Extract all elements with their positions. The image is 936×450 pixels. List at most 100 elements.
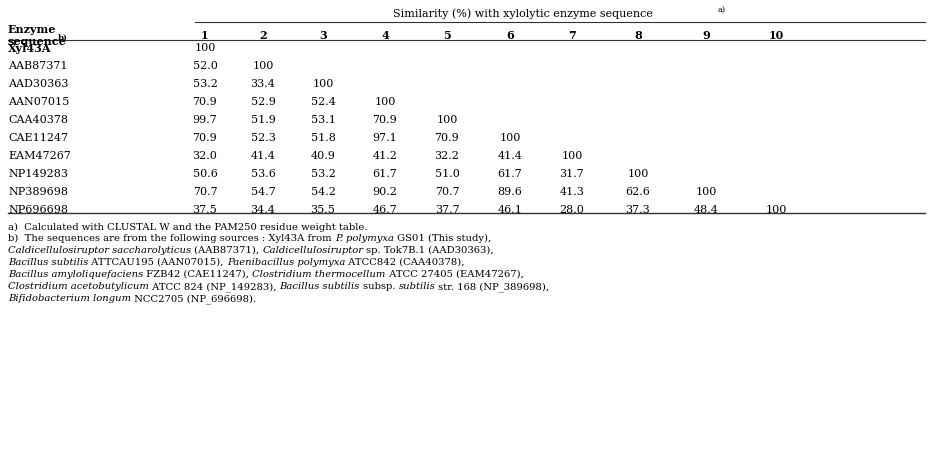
- Text: 100: 100: [373, 97, 395, 107]
- Text: ATCC 824 (NP_149283),: ATCC 824 (NP_149283),: [149, 282, 279, 292]
- Text: Caldicellulosiruptor saccharolyticus: Caldicellulosiruptor saccharolyticus: [8, 246, 191, 255]
- Text: 100: 100: [194, 43, 215, 53]
- Text: 46.7: 46.7: [373, 205, 397, 215]
- Text: 70.9: 70.9: [434, 133, 459, 143]
- Text: b)  The sequences are from the following sources : Xyl43A from: b) The sequences are from the following …: [8, 234, 334, 243]
- Text: 37.5: 37.5: [193, 205, 217, 215]
- Text: 53.1: 53.1: [310, 115, 335, 125]
- Text: 100: 100: [695, 187, 716, 197]
- Text: 2: 2: [259, 30, 267, 41]
- Text: 52.9: 52.9: [250, 97, 275, 107]
- Text: 46.1: 46.1: [497, 205, 522, 215]
- Text: Enzyme: Enzyme: [8, 24, 56, 35]
- Text: 35.5: 35.5: [310, 205, 335, 215]
- Text: a)  Calculated with CLUSTAL W and the PAM250 residue weight table.: a) Calculated with CLUSTAL W and the PAM…: [8, 223, 367, 232]
- Text: 53.2: 53.2: [193, 79, 217, 89]
- Text: Xyl43A: Xyl43A: [8, 43, 51, 54]
- Text: 9: 9: [701, 30, 709, 41]
- Text: 99.7: 99.7: [193, 115, 217, 125]
- Text: 61.7: 61.7: [373, 169, 397, 179]
- Text: 41.4: 41.4: [250, 151, 275, 161]
- Text: NP696698: NP696698: [8, 205, 68, 215]
- Text: 52.3: 52.3: [250, 133, 275, 143]
- Text: 31.7: 31.7: [559, 169, 584, 179]
- Text: 48.4: 48.4: [693, 205, 718, 215]
- Text: subtilis: subtilis: [398, 282, 435, 291]
- Text: 34.4: 34.4: [250, 205, 275, 215]
- Text: 70.9: 70.9: [193, 97, 217, 107]
- Text: CAA40378: CAA40378: [8, 115, 68, 125]
- Text: Paenibacillus polymyxa: Paenibacillus polymyxa: [227, 258, 345, 267]
- Text: P. polymyxa: P. polymyxa: [334, 234, 393, 243]
- Text: AAN07015: AAN07015: [8, 97, 69, 107]
- Text: sp. Tok7B.1 (AAD30363),: sp. Tok7B.1 (AAD30363),: [363, 246, 493, 255]
- Text: 41.2: 41.2: [373, 151, 397, 161]
- Text: b): b): [58, 34, 67, 42]
- Text: 41.4: 41.4: [497, 151, 522, 161]
- Text: 100: 100: [561, 151, 582, 161]
- Text: Bacillus amyloliquefaciens: Bacillus amyloliquefaciens: [8, 270, 143, 279]
- Text: 100: 100: [312, 79, 333, 89]
- Text: 7: 7: [567, 30, 576, 41]
- Text: Bacillus subtilis: Bacillus subtilis: [8, 258, 88, 267]
- Text: Bifidobacterium longum: Bifidobacterium longum: [8, 294, 131, 303]
- Text: 37.7: 37.7: [434, 205, 459, 215]
- Text: 32.0: 32.0: [193, 151, 217, 161]
- Text: 4: 4: [381, 30, 388, 41]
- Text: 6: 6: [505, 30, 513, 41]
- Text: 62.6: 62.6: [625, 187, 650, 197]
- Text: AAD30363: AAD30363: [8, 79, 68, 89]
- Text: (AAB87371),: (AAB87371),: [191, 246, 262, 255]
- Text: 70.9: 70.9: [193, 133, 217, 143]
- Text: NCC2705 (NP_696698).: NCC2705 (NP_696698).: [131, 294, 256, 304]
- Text: Caldicellulosiruptor: Caldicellulosiruptor: [262, 246, 363, 255]
- Text: 40.9: 40.9: [310, 151, 335, 161]
- Text: 70.7: 70.7: [193, 187, 217, 197]
- Text: 1: 1: [201, 30, 209, 41]
- Text: 100: 100: [499, 133, 520, 143]
- Text: 32.2: 32.2: [434, 151, 459, 161]
- Text: 100: 100: [436, 115, 457, 125]
- Text: EAM47267: EAM47267: [8, 151, 71, 161]
- Text: AAB87371: AAB87371: [8, 61, 67, 71]
- Text: 97.1: 97.1: [373, 133, 397, 143]
- Text: 5: 5: [443, 30, 450, 41]
- Text: CAE11247: CAE11247: [8, 133, 68, 143]
- Text: 100: 100: [765, 205, 786, 215]
- Text: Clostridium acetobutylicum: Clostridium acetobutylicum: [8, 282, 149, 291]
- Text: NP389698: NP389698: [8, 187, 68, 197]
- Text: subsp.: subsp.: [359, 282, 398, 291]
- Text: a): a): [717, 6, 724, 14]
- Text: 53.6: 53.6: [250, 169, 275, 179]
- Text: 3: 3: [319, 30, 327, 41]
- Text: NP149283: NP149283: [8, 169, 68, 179]
- Text: 50.6: 50.6: [193, 169, 217, 179]
- Text: GS01 (This study),: GS01 (This study),: [393, 234, 490, 243]
- Text: 89.6: 89.6: [497, 187, 522, 197]
- Text: str. 168 (NP_389698),: str. 168 (NP_389698),: [435, 282, 548, 292]
- Text: sequence: sequence: [8, 36, 66, 47]
- Text: 8: 8: [634, 30, 641, 41]
- Text: 51.8: 51.8: [310, 133, 335, 143]
- Text: 54.7: 54.7: [250, 187, 275, 197]
- Text: 51.9: 51.9: [250, 115, 275, 125]
- Text: Similarity (%) with xylolytic enzyme sequence: Similarity (%) with xylolytic enzyme seq…: [392, 8, 651, 18]
- Text: 100: 100: [252, 61, 273, 71]
- Text: 100: 100: [626, 169, 648, 179]
- Text: 28.0: 28.0: [559, 205, 584, 215]
- Text: FZB42 (CAE11247),: FZB42 (CAE11247),: [143, 270, 252, 279]
- Text: ATCC842 (CAA40378),: ATCC842 (CAA40378),: [345, 258, 464, 267]
- Text: 52.4: 52.4: [310, 97, 335, 107]
- Text: 53.2: 53.2: [310, 169, 335, 179]
- Text: 10: 10: [768, 30, 782, 41]
- Text: 37.3: 37.3: [625, 205, 650, 215]
- Text: 52.0: 52.0: [193, 61, 217, 71]
- Text: Bacillus subtilis: Bacillus subtilis: [279, 282, 359, 291]
- Text: Clostridium thermocellum: Clostridium thermocellum: [252, 270, 386, 279]
- Text: ATTCAU195 (AAN07015),: ATTCAU195 (AAN07015),: [88, 258, 227, 267]
- Text: 51.0: 51.0: [434, 169, 459, 179]
- Text: 33.4: 33.4: [250, 79, 275, 89]
- Text: 70.9: 70.9: [373, 115, 397, 125]
- Text: 70.7: 70.7: [434, 187, 459, 197]
- Text: ATCC 27405 (EAM47267),: ATCC 27405 (EAM47267),: [386, 270, 523, 279]
